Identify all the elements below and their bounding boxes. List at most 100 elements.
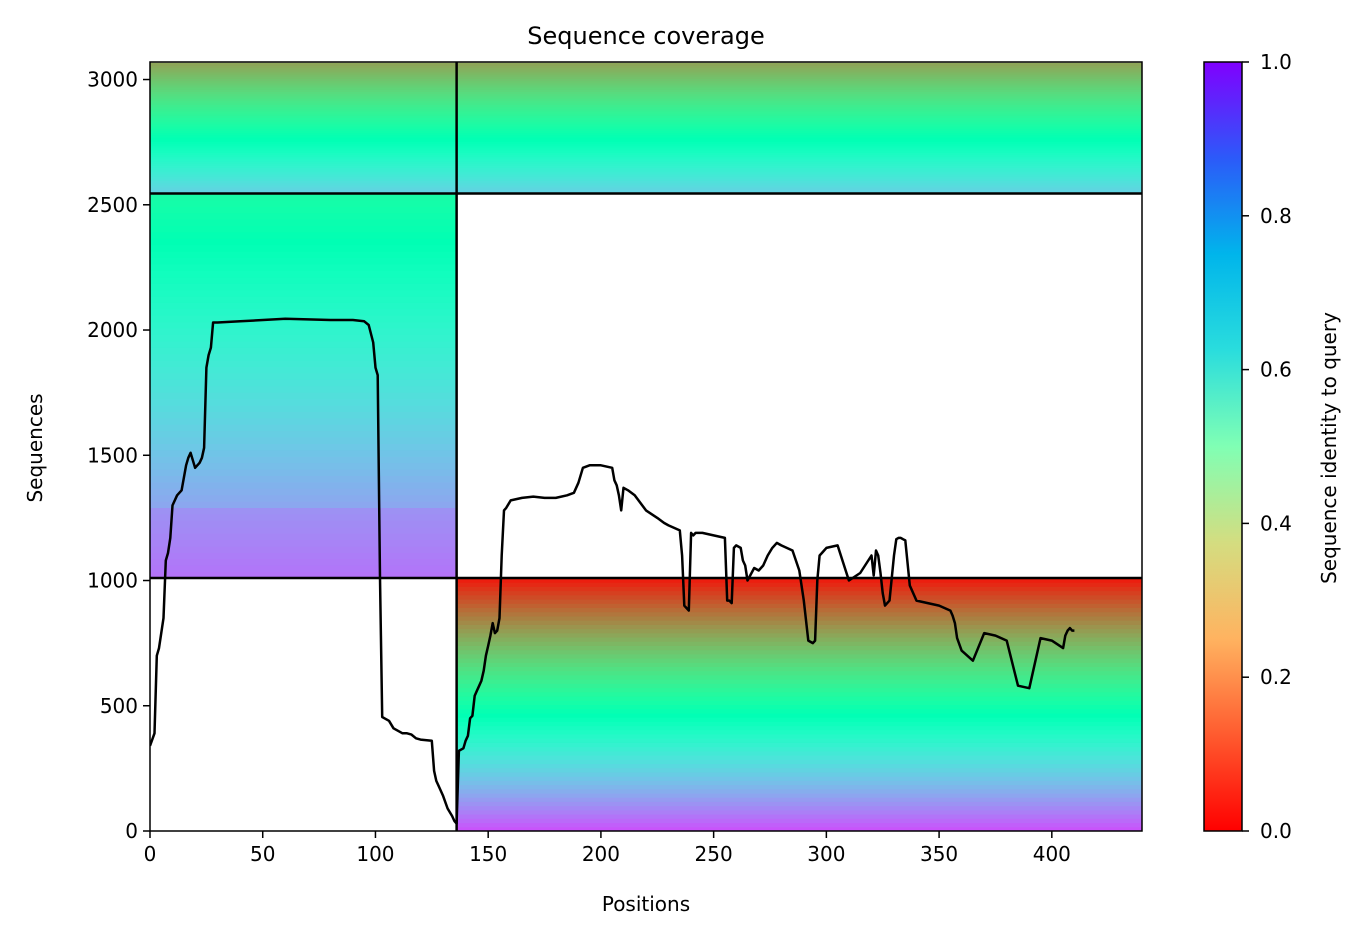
y-tick-label: 3000 [87,68,138,92]
identity-band [150,340,457,348]
identity-band [150,462,457,470]
identity-band [150,212,457,220]
identity-block [150,62,1142,195]
identity-band [456,822,1142,828]
identity-band [150,73,1142,77]
identity-band [150,101,1142,105]
identity-band [150,84,1142,88]
identity-band [150,175,1142,179]
identity-band [150,67,1142,71]
identity-band [456,737,1142,743]
colorbar-tick-label: 0.6 [1260,358,1292,382]
identity-band [150,166,1142,171]
identity-band [150,436,457,444]
identity-band [150,308,457,316]
identity-band [456,750,1142,756]
identity-band [150,417,457,425]
identity-band [150,119,1142,123]
identity-band [150,327,457,335]
identity-band [150,474,457,483]
identity-band [456,666,1142,672]
identity-band [150,153,1142,158]
identity-band [456,805,1142,811]
identity-band [456,687,1142,693]
identity-band [150,99,1142,103]
identity-band [150,117,1142,121]
identity-band [150,97,1142,101]
identity-band [150,289,457,297]
identity-band [150,487,457,496]
identity-band [150,80,1142,84]
identity-band [456,784,1142,790]
x-tick-label: 250 [695,842,733,866]
identity-band [150,188,1142,192]
identity-band [150,158,1142,162]
colorbar-tick-label: 1.0 [1260,50,1292,74]
x-tick-label: 150 [469,842,507,866]
identity-band [456,577,1142,583]
identity-band [456,653,1142,659]
identity-band [150,103,1142,108]
identity-band [456,746,1142,752]
identity-band [150,110,1142,114]
identity-band [456,602,1142,609]
identity-band [150,82,1142,86]
identity-band [150,359,457,368]
identity-band [150,186,1142,190]
identity-band [456,611,1142,617]
identity-band [150,114,1142,119]
identity-band [150,75,1142,79]
identity-band [150,151,1142,155]
identity-band [456,670,1142,676]
y-tick-label: 2000 [87,318,138,342]
identity-band [150,366,457,374]
identity-band [150,169,1142,173]
identity-band [150,205,457,214]
identity-band [456,581,1142,587]
identity-band [150,558,457,566]
identity-band [456,691,1142,697]
identity-band [456,585,1142,592]
identity-block [150,193,457,579]
identity-band [150,112,1142,116]
identity-band [150,179,1142,184]
identity-band [456,623,1142,630]
identity-band [150,149,1142,153]
y-tick-label: 1000 [87,569,138,593]
identity-band [150,177,1142,181]
colorbar-tick-label: 0.2 [1260,665,1292,689]
identity-band [456,649,1142,655]
identity-band [456,657,1142,663]
identity-band [150,391,457,400]
identity-band [456,678,1142,684]
identity-band [150,385,457,393]
identity-band [150,95,1142,99]
identity-band [456,598,1142,604]
identity-band [456,716,1142,722]
identity-band [150,551,457,560]
identity-band [456,826,1142,831]
identity-band [150,250,457,259]
identity-band [150,321,457,329]
colorbar-tick-label: 0.4 [1260,511,1292,535]
identity-block [456,577,1142,831]
identity-band [150,93,1142,97]
identity-band [150,564,457,573]
identity-band [150,404,457,412]
identity-band [456,775,1142,781]
identity-band [456,729,1142,735]
identity-band [150,199,457,207]
identity-band [456,619,1142,625]
colorbar-label: Sequence identity to query [1317,312,1341,584]
identity-band [456,699,1142,706]
identity-band [150,225,457,233]
identity-band [150,295,457,303]
identity-band [150,263,457,271]
identity-band [150,123,1142,127]
identity-band [150,276,457,284]
colorbar-tick-label: 0.8 [1260,204,1292,228]
identity-band [150,218,457,227]
identity-band [150,455,457,464]
identity-band [150,136,1142,140]
